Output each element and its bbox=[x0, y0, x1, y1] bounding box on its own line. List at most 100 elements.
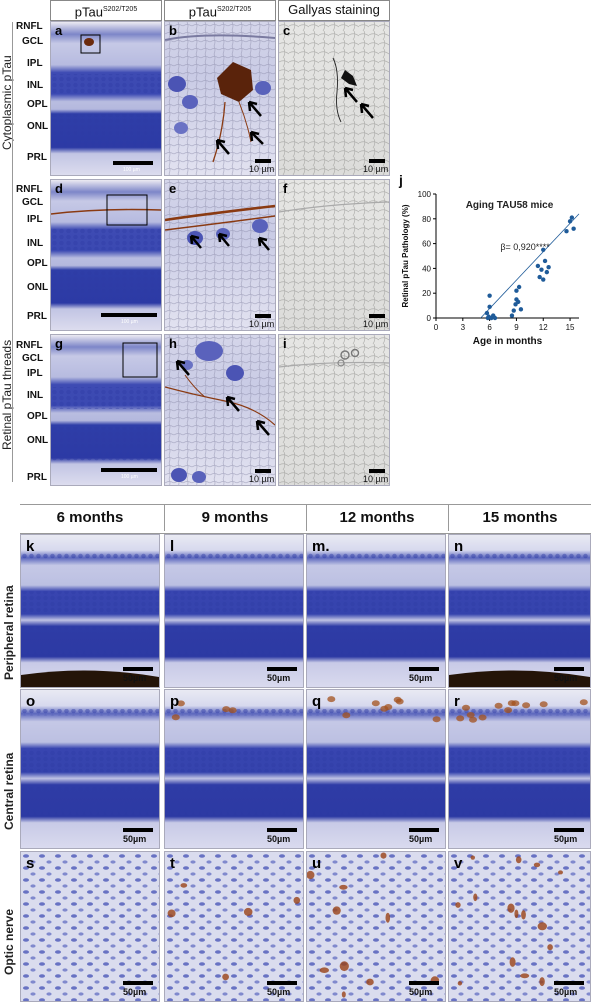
panel-m-image bbox=[307, 535, 445, 687]
panel-g-image bbox=[51, 335, 161, 485]
layer-g-onl: ONL bbox=[27, 435, 49, 446]
panel-v: v 50µm bbox=[448, 851, 591, 1002]
panel-o-image bbox=[21, 690, 159, 848]
arrows-c bbox=[343, 86, 374, 119]
data-point bbox=[492, 315, 498, 321]
regression-line bbox=[480, 213, 580, 319]
data-point bbox=[544, 269, 550, 275]
panel-s-image bbox=[21, 852, 159, 1001]
data-point bbox=[514, 288, 519, 293]
letter-u: u bbox=[312, 855, 322, 872]
panel-b-highmag: b 10 µm bbox=[164, 21, 276, 176]
layer-d-gcl: GCL bbox=[22, 197, 44, 208]
scalebar-h bbox=[255, 469, 271, 473]
scalebar-g bbox=[101, 468, 157, 472]
layer-a-inl: INL bbox=[27, 80, 44, 91]
scalebar-o-text: 50µm bbox=[123, 834, 147, 844]
y-tick-label: 0 bbox=[427, 314, 432, 323]
scalebar-b-text: 10 µm bbox=[249, 164, 275, 174]
layer-a-opl: OPL bbox=[27, 99, 48, 110]
data-point bbox=[518, 307, 524, 312]
data-point bbox=[537, 274, 542, 280]
scalebar-n-text: 50µm bbox=[554, 673, 578, 683]
scalebar-u-text: 50µm bbox=[409, 987, 433, 997]
x-tick-label: 3 bbox=[461, 323, 466, 332]
panel-p: p 50µm bbox=[164, 689, 304, 849]
scalebar-r-text: 50µm bbox=[554, 834, 578, 844]
arrows-h bbox=[175, 359, 270, 436]
scalebar-m-text: 50µm bbox=[409, 673, 433, 683]
panel-p-image bbox=[165, 690, 303, 848]
panel-t: t 50µm bbox=[164, 851, 304, 1002]
data-point bbox=[541, 277, 546, 282]
scalebar-t bbox=[267, 981, 297, 985]
scalebar-d bbox=[101, 313, 157, 317]
panel-s: s 50µm bbox=[20, 851, 160, 1002]
data-point bbox=[541, 247, 546, 252]
scalebar-d-text: 100 µm bbox=[121, 319, 138, 325]
header-9-months: 9 months bbox=[164, 505, 305, 531]
panel-c-gallyas: c 10 µm bbox=[278, 21, 390, 176]
letter-c: c bbox=[283, 23, 291, 38]
layer-d-onl: ONL bbox=[27, 282, 49, 293]
layer-d-rnfl: RNFL bbox=[16, 184, 43, 195]
letter-k: k bbox=[26, 538, 35, 555]
layer-d-inl: INL bbox=[27, 238, 44, 249]
header-6-months: 6 months bbox=[56, 509, 124, 526]
layer-a-prl: PRL bbox=[27, 152, 47, 163]
scalebar-m bbox=[409, 667, 439, 671]
scalebar-f-text: 10 µm bbox=[363, 319, 389, 329]
y-tick-label: 20 bbox=[422, 289, 431, 298]
data-point bbox=[516, 299, 521, 305]
scalebar-u bbox=[409, 981, 439, 985]
panel-h-image bbox=[165, 335, 275, 485]
scalebar-r bbox=[554, 828, 584, 832]
chart-title: Aging TAU58 mice bbox=[466, 200, 554, 211]
x-tick-label: 9 bbox=[514, 323, 519, 332]
panel-f-gallyas: f 10 µm bbox=[278, 179, 390, 331]
panel-l: l 50µm bbox=[164, 534, 304, 688]
panel-h-highmag: h 10 µm bbox=[164, 334, 276, 486]
data-point bbox=[516, 284, 522, 290]
layer-g-ipl: IPL bbox=[27, 368, 43, 379]
layer-a-rnfl: RNFL bbox=[16, 21, 43, 32]
y-tick-label: 100 bbox=[418, 190, 432, 199]
panel-r-image bbox=[449, 690, 590, 848]
panel-g-retina-lowmag: g 100 µm bbox=[50, 334, 162, 486]
row-label-peripheral: Peripheral retina bbox=[2, 585, 16, 680]
chart-j: j Aging TAU58 mice 0 3 6 9 12 15 0 20 40 60 80 100 Ag… bbox=[396, 170, 591, 360]
panel-o: o 50µm bbox=[20, 689, 160, 849]
layer-g-inl: INL bbox=[27, 390, 44, 401]
layer-g-opl: OPL bbox=[27, 411, 48, 422]
panel-b-image bbox=[165, 22, 275, 175]
panel-e-image bbox=[165, 180, 275, 330]
data-point bbox=[567, 219, 573, 224]
scalebar-v-text: 50µm bbox=[554, 987, 578, 997]
data-point bbox=[484, 310, 490, 316]
scalebar-p bbox=[267, 828, 297, 832]
panel-q: q 50µm bbox=[306, 689, 446, 849]
panel-r: r 50µm bbox=[448, 689, 591, 849]
panel-a-image bbox=[51, 22, 161, 175]
layer-g-rnfl: RNFL bbox=[16, 340, 43, 351]
header-ptau-col1-text: pTau bbox=[74, 4, 103, 20]
tau-cell-b bbox=[217, 62, 253, 102]
panel-q-image bbox=[307, 690, 445, 848]
y-axis-label: Retinal pTau Pathology (%) bbox=[401, 204, 410, 307]
row-divider-bracket bbox=[12, 22, 13, 482]
row-label-optic: Optic nerve bbox=[2, 908, 16, 975]
scalebar-s-text: 50µm bbox=[123, 987, 147, 997]
arrows-b bbox=[247, 100, 264, 145]
scalebar-a-text: 100 µm bbox=[123, 167, 140, 173]
panel-d-image bbox=[51, 180, 161, 330]
panel-u: u 50µm bbox=[306, 851, 446, 1002]
panel-m: m. 50µm bbox=[306, 534, 446, 688]
letter-i: i bbox=[283, 336, 287, 351]
header-ptau-col2-text: pTau bbox=[188, 4, 217, 20]
letter-d: d bbox=[55, 181, 63, 196]
header-ptau-col2: pTauS202/T205 bbox=[164, 0, 276, 21]
panel-d-retina-lowmag: d 100 µm bbox=[50, 179, 162, 331]
y-tick-label: 40 bbox=[422, 264, 431, 273]
letter-e: e bbox=[169, 181, 177, 196]
letter-h: h bbox=[169, 336, 177, 351]
